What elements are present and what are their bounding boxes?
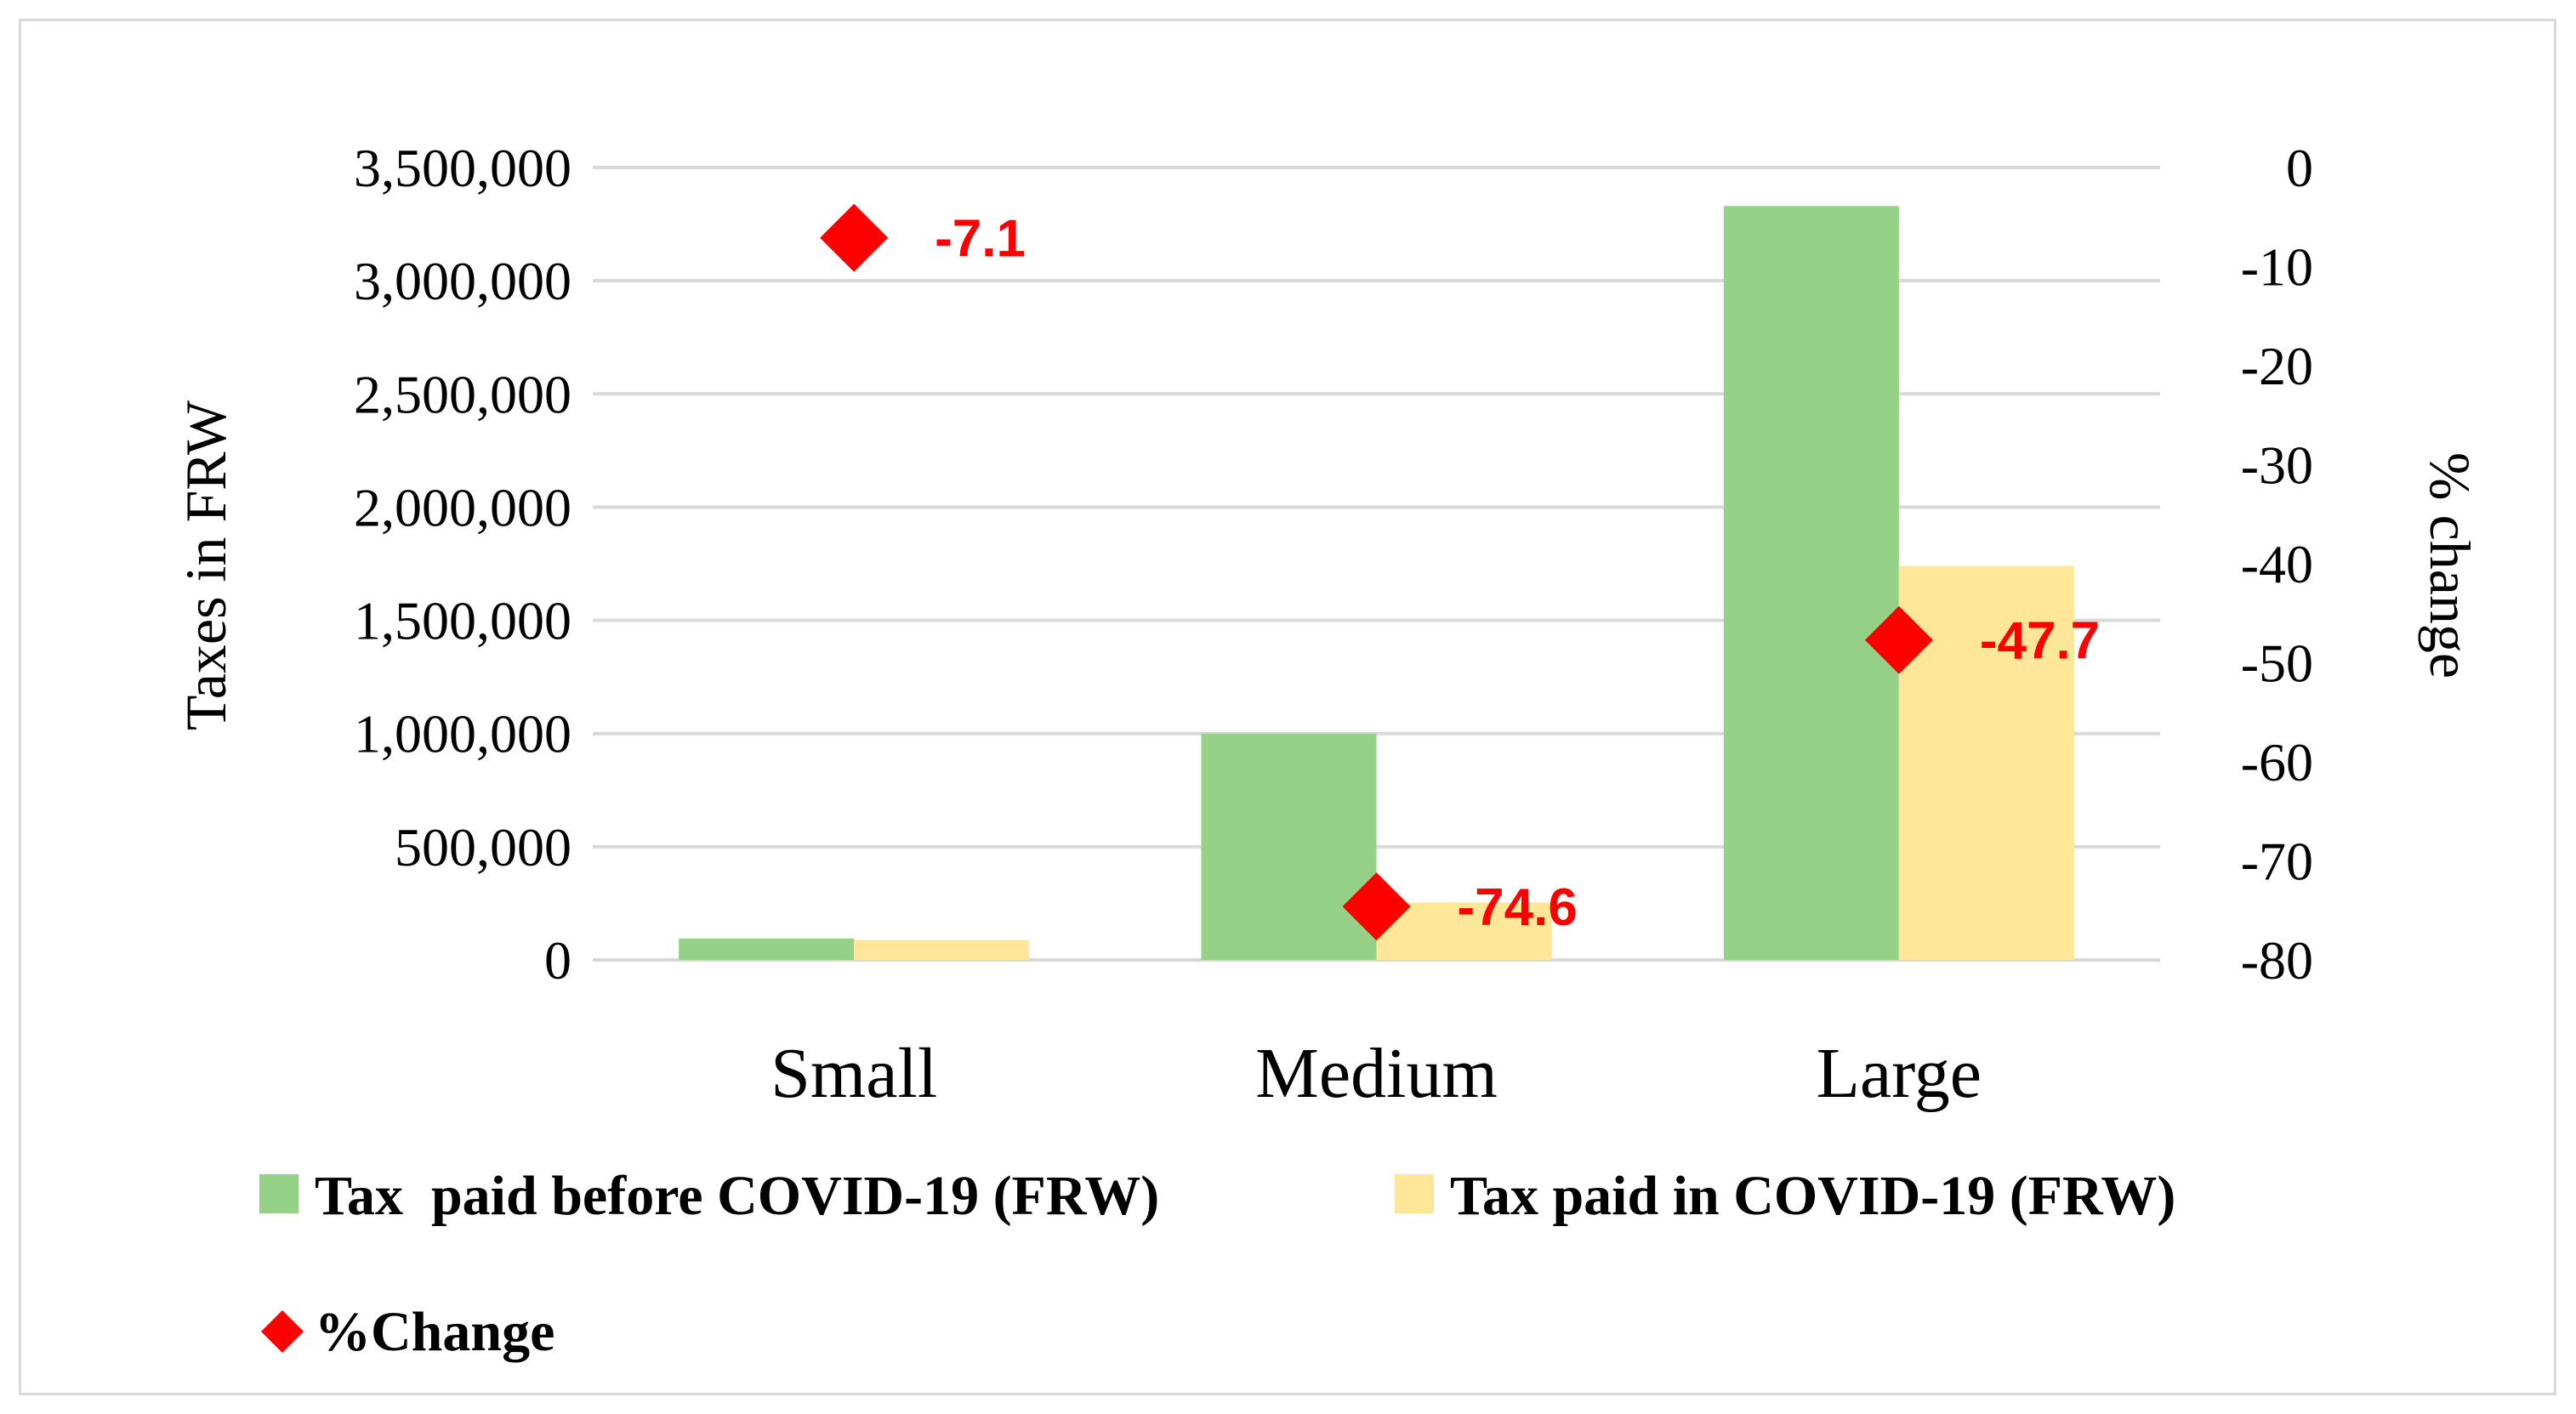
y2-tick-label: -40 <box>2241 534 2313 594</box>
y2-tick-label: -80 <box>2241 930 2313 991</box>
chart-frame <box>19 19 2556 1395</box>
y-axis-title: Taxes in FRW <box>173 400 238 730</box>
y2-tick-label: 0 <box>2286 138 2313 198</box>
bar-small-before <box>679 938 855 960</box>
bar-large-in <box>1898 565 2074 960</box>
legend-label-before: Tax paid before COVID-19 (FRW) <box>315 1165 1159 1227</box>
category-label-small: Small <box>771 1034 937 1113</box>
legend-swatch-in <box>1395 1174 1434 1213</box>
y-tick-label: 500,000 <box>395 817 571 877</box>
y-tick-label: 2,500,000 <box>354 364 571 424</box>
change-markers: -7.1 -74.6 -47.7 <box>820 203 2100 941</box>
legend: Tax paid before COVID-19 (FRW) Tax paid … <box>259 1165 2175 1363</box>
y2-tick-label: -50 <box>2241 633 2313 694</box>
y2-tick-label: -20 <box>2241 336 2313 396</box>
legend-swatch-before <box>259 1174 299 1213</box>
change-label-medium: -74.6 <box>1458 878 1578 937</box>
y2-tick-label: -10 <box>2241 237 2313 298</box>
category-label-medium: Medium <box>1255 1034 1498 1113</box>
right-axis-ticks: -80 -70 -60 -50 -40 -30 -20 -10 0 <box>2241 138 2313 991</box>
y-tick-label: 1,000,000 <box>354 704 571 764</box>
left-axis-ticks: 0 500,000 1,000,000 1,500,000 2,000,000 2,500… <box>354 138 571 991</box>
bar-medium-in <box>1376 902 1552 960</box>
category-labels: Small Medium Large <box>771 1034 1982 1113</box>
change-marker-large <box>1864 605 1933 674</box>
bars <box>679 206 2074 961</box>
legend-label-in: Tax paid in COVID-19 (FRW) <box>1450 1165 2175 1227</box>
legend-label-change: %Change <box>315 1301 554 1363</box>
y-tick-label: 0 <box>544 930 571 991</box>
y2-tick-label: -70 <box>2241 832 2313 892</box>
y-tick-label: 1,500,000 <box>354 591 571 651</box>
legend-marker-change <box>261 1310 304 1353</box>
y-tick-label: 2,000,000 <box>354 477 571 537</box>
category-label-large: Large <box>1817 1034 1982 1113</box>
change-label-small: -7.1 <box>935 210 1026 269</box>
y-tick-label: 3,000,000 <box>354 251 571 311</box>
bar-large-before <box>1723 206 1899 961</box>
change-marker-medium <box>1342 872 1411 941</box>
change-label-large: -47.7 <box>1980 612 2100 671</box>
y2-axis-title: % change <box>2418 452 2482 679</box>
change-marker-small <box>820 203 889 272</box>
y2-tick-label: -60 <box>2241 732 2313 792</box>
y2-tick-label: -30 <box>2241 435 2313 496</box>
bar-small-in <box>854 940 1030 960</box>
bar-medium-before <box>1201 733 1377 960</box>
y-tick-label: 3,500,000 <box>354 138 571 198</box>
